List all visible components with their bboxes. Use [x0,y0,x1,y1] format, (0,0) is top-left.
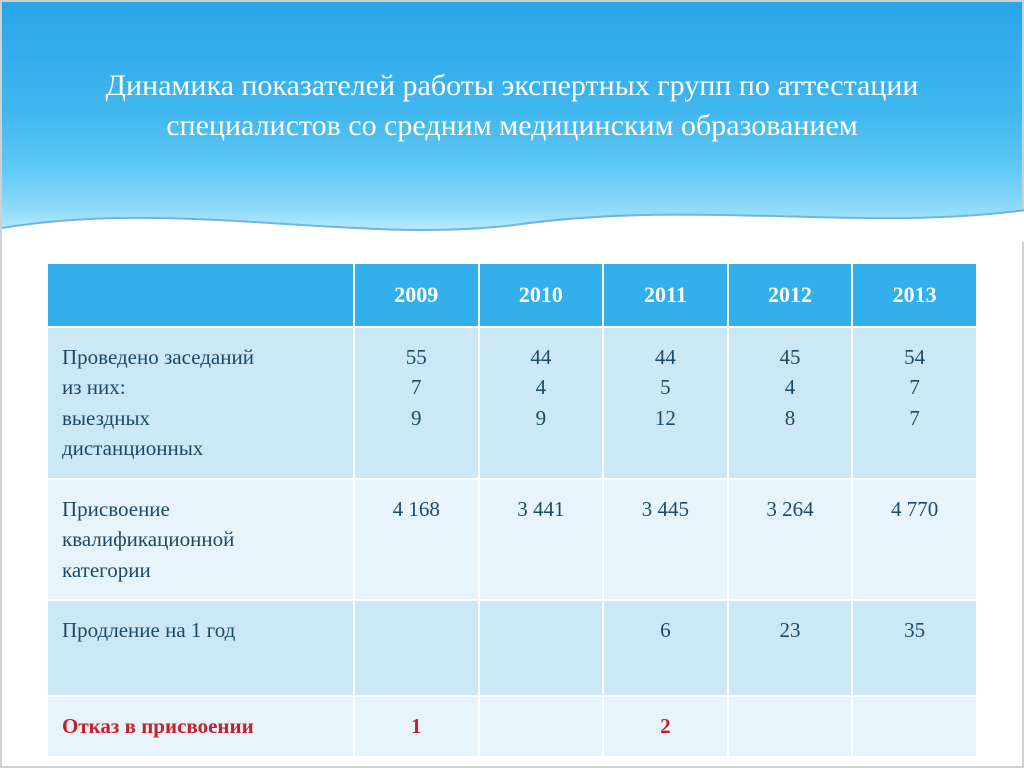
row-label: Продление на 1 год [47,600,354,696]
table-body: Проведено заседаний из них: выездных дис… [47,327,977,757]
table-header-year: 2009 [354,263,479,327]
cell-value [479,600,604,696]
cell-value: 3 264 [728,479,853,600]
table-container: 2009 2010 2011 2012 2013 Проведено засед… [2,240,1022,758]
table-header-year: 2013 [852,263,977,327]
slide: Динамика показателей работы экспертных г… [0,0,1024,768]
row-label: Отказ в присвоении [47,696,354,756]
table-header-row: 2009 2010 2011 2012 2013 [47,263,977,327]
data-table: 2009 2010 2011 2012 2013 Проведено засед… [46,262,978,758]
cell-value: 44 5 12 [603,327,728,479]
cell-value [728,696,853,756]
cell-value: 35 [852,600,977,696]
table-header-blank [47,263,354,327]
cell-value: 1 [354,696,479,756]
cell-value: 3 441 [479,479,604,600]
cell-value: 6 [603,600,728,696]
cell-value [354,600,479,696]
table-header-year: 2011 [603,263,728,327]
cell-value: 45 4 8 [728,327,853,479]
table-row: Присвоение квалификационной категории4 1… [47,479,977,600]
table-row: Проведено заседаний из них: выездных дис… [47,327,977,479]
table-header-year: 2010 [479,263,604,327]
cell-value: 2 [603,696,728,756]
cell-value: 44 4 9 [479,327,604,479]
cell-value: 55 7 9 [354,327,479,479]
row-label: Присвоение квалификационной категории [47,479,354,600]
cell-value: 3 445 [603,479,728,600]
cell-value: 54 7 7 [852,327,977,479]
cell-value: 4 168 [354,479,479,600]
table-row: Отказ в присвоении1 2 [47,696,977,756]
cell-value [852,696,977,756]
slide-header: Динамика показателей работы экспертных г… [2,2,1022,240]
table-header-year: 2012 [728,263,853,327]
cell-value: 23 [728,600,853,696]
table-row: Продление на 1 год 62335 [47,600,977,696]
cell-value [479,696,604,756]
cell-value: 4 770 [852,479,977,600]
slide-title: Динамика показателей работы экспертных г… [62,66,962,147]
row-label: Проведено заседаний из них: выездных дис… [47,327,354,479]
header-wave-icon [2,198,1024,242]
